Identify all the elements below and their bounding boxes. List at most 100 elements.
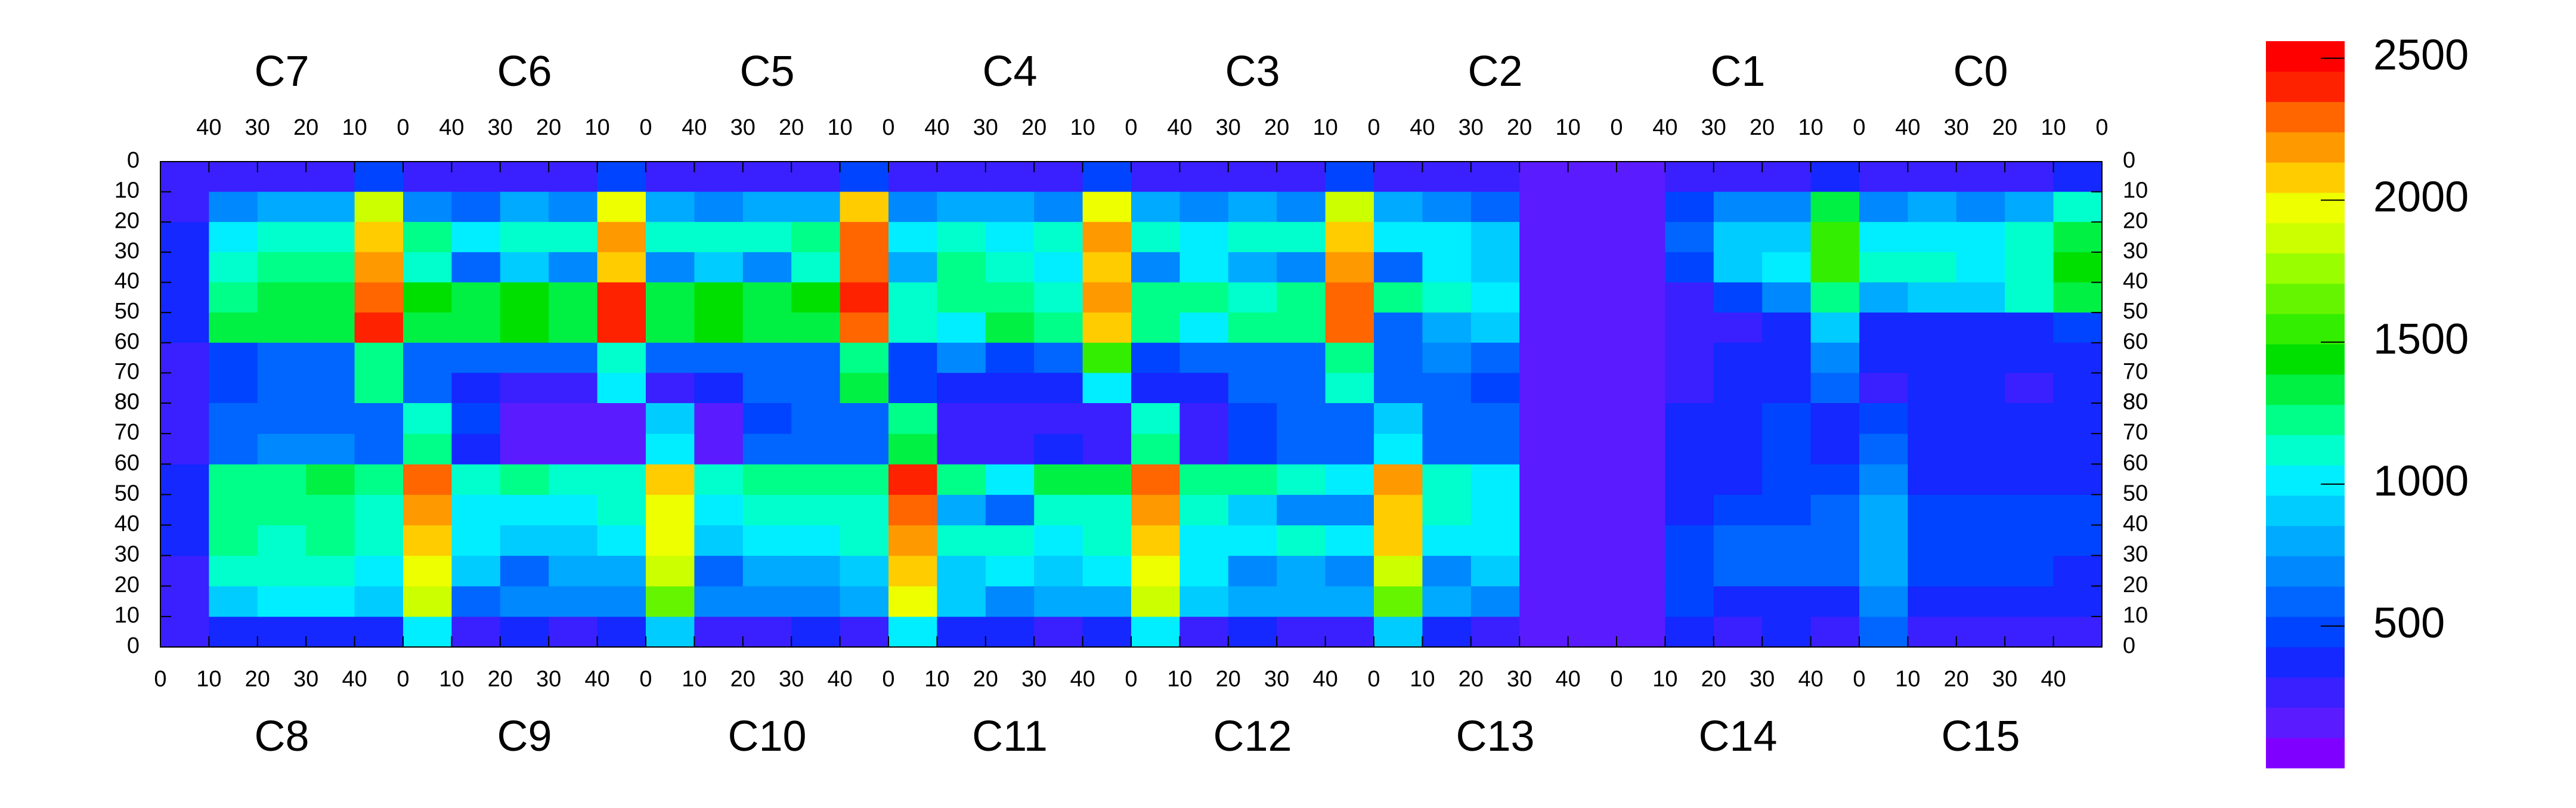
heat-cell xyxy=(1762,312,1812,343)
x-tick-label: 30 xyxy=(293,667,318,692)
heat-cell xyxy=(306,434,355,465)
heat-cell xyxy=(2005,342,2054,373)
heat-cell xyxy=(840,312,889,343)
heat-cell xyxy=(840,464,889,495)
chip-label: C3 xyxy=(1225,48,1280,95)
color-band xyxy=(2266,525,2345,556)
chip-label: C6 xyxy=(497,48,552,95)
heat-cell xyxy=(1956,282,2005,313)
heat-cell xyxy=(1228,464,1277,495)
heat-cell xyxy=(1859,494,1908,525)
color-tick-label: 500 xyxy=(2373,599,2445,647)
heat-cell xyxy=(1470,616,1520,648)
heat-cell xyxy=(1665,162,1714,193)
heat-cell xyxy=(742,403,792,434)
heat-cell xyxy=(888,342,937,373)
heat-cell xyxy=(646,434,695,465)
heat-cell xyxy=(1131,252,1180,283)
heat-cell xyxy=(1422,403,1472,434)
heat-cell xyxy=(1568,403,1617,434)
heat-cell xyxy=(2053,464,2103,495)
heat-cell xyxy=(888,373,937,404)
x-tick-label: 10 xyxy=(682,667,707,692)
heat-cell xyxy=(403,616,452,648)
heat-cell xyxy=(2053,555,2103,587)
chip-label: C14 xyxy=(1698,713,1777,760)
heat-cell xyxy=(888,464,937,495)
heat-cell xyxy=(937,162,986,193)
chip-label: C7 xyxy=(254,48,309,95)
heat-cell xyxy=(1665,525,1714,556)
heat-cell xyxy=(742,616,792,648)
heat-cell xyxy=(597,162,646,193)
y-tick-label: 0 xyxy=(2123,148,2135,173)
heat-cell xyxy=(1131,162,1180,193)
heat-cell xyxy=(888,586,937,617)
heat-cell xyxy=(1762,282,1812,313)
heat-cell xyxy=(1082,403,1132,434)
heat-cell xyxy=(1131,434,1180,465)
heat-cell xyxy=(160,373,209,404)
heat-cell xyxy=(1374,586,1423,617)
heat-cell xyxy=(1374,312,1423,343)
heat-cell xyxy=(209,525,258,556)
heat-cell xyxy=(1713,252,1763,283)
heat-cell xyxy=(160,222,209,253)
heat-cell xyxy=(1034,555,1083,587)
heat-cell xyxy=(1713,525,1763,556)
heat-cell xyxy=(451,162,501,193)
heat-cell xyxy=(2005,434,2054,465)
heat-cell xyxy=(209,586,258,617)
color-band xyxy=(2266,495,2345,527)
heat-cell xyxy=(1665,555,1714,587)
x-tick-label: 30 xyxy=(1507,667,1532,692)
heat-cell xyxy=(1082,494,1132,525)
heat-cell xyxy=(1810,586,1860,617)
heat-cell xyxy=(1034,342,1083,373)
heat-cell xyxy=(1228,525,1277,556)
heat-cell xyxy=(209,434,258,465)
heat-cell xyxy=(306,252,355,283)
heat-cell xyxy=(354,162,404,193)
y-tick-label: 40 xyxy=(114,512,140,537)
heat-cell xyxy=(646,222,695,253)
heat-cell xyxy=(1374,434,1423,465)
heat-cell xyxy=(694,586,744,617)
heat-cell xyxy=(1810,555,1860,587)
heat-cell xyxy=(694,312,744,343)
heat-cell xyxy=(1617,282,1665,313)
x-tick-label: 10 xyxy=(1312,115,1337,140)
heat-cell xyxy=(354,312,404,343)
heat-cell xyxy=(209,494,258,525)
heat-cell xyxy=(257,252,306,283)
heat-cell xyxy=(2053,403,2103,434)
x-tick-label: 10 xyxy=(1798,115,1823,140)
y-tick-label: 0 xyxy=(2123,633,2135,658)
heat-cell xyxy=(742,586,792,617)
heat-cell xyxy=(1325,555,1374,587)
color-band xyxy=(2266,222,2345,254)
heat-cell xyxy=(985,555,1035,587)
heat-cell xyxy=(209,191,258,222)
heat-cell xyxy=(160,616,209,648)
heat-cell xyxy=(1277,525,1326,556)
x-tick-label: 20 xyxy=(1992,115,2017,140)
heat-cell xyxy=(937,403,986,434)
heat-cell xyxy=(1568,434,1617,465)
x-tick-label: 0 xyxy=(154,667,166,692)
heat-cell xyxy=(791,403,841,434)
heat-cell xyxy=(160,162,209,193)
heat-cell xyxy=(597,616,646,648)
heat-cell xyxy=(1179,494,1229,525)
heat-cell xyxy=(791,373,841,404)
heat-cell xyxy=(403,525,452,556)
y-tick-label: 60 xyxy=(114,329,140,354)
heat-cell xyxy=(694,342,744,373)
heat-cell xyxy=(1908,222,1957,253)
heat-cell xyxy=(1665,494,1714,525)
heat-cell xyxy=(403,312,452,343)
heat-cell xyxy=(840,342,889,373)
heat-cell xyxy=(646,312,695,343)
x-tick-label: 40 xyxy=(1312,667,1337,692)
